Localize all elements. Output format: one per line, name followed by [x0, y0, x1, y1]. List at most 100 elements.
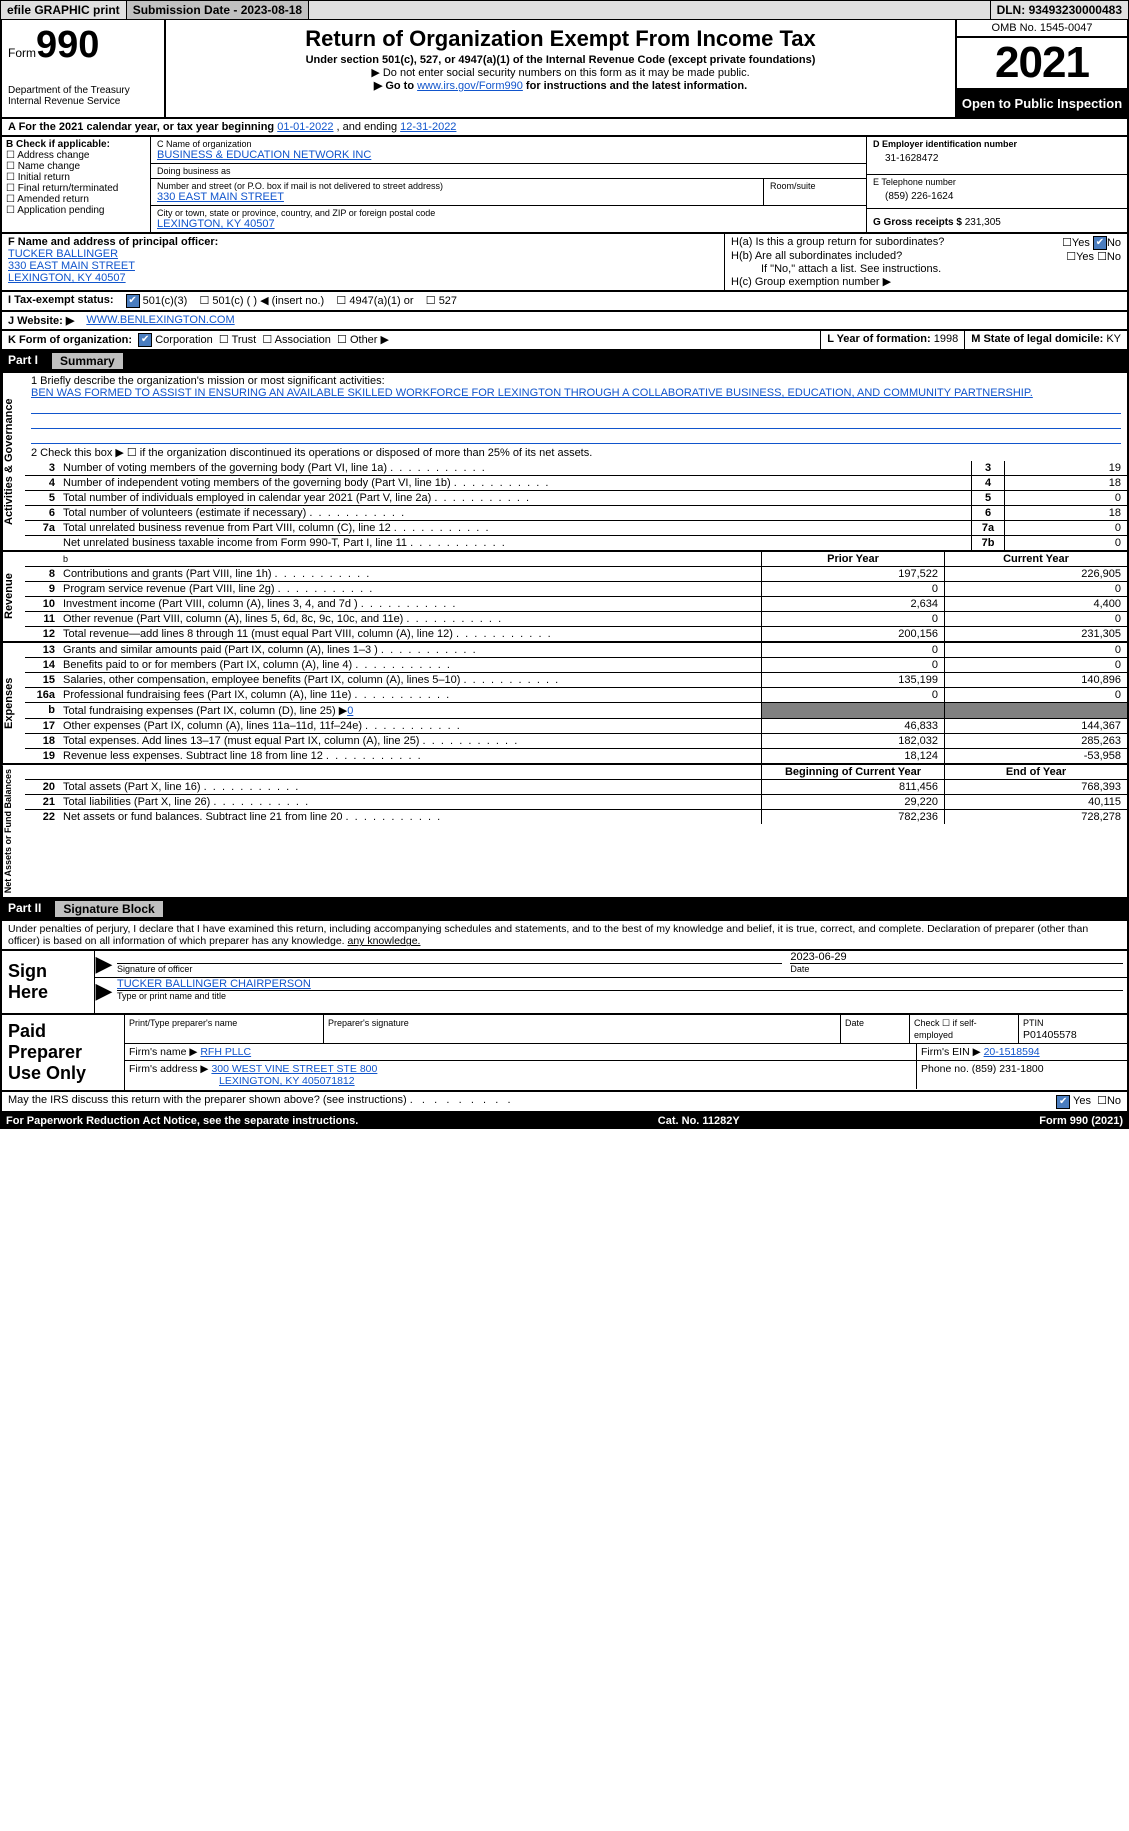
- row-j-label: J Website: ▶: [2, 312, 80, 329]
- officer-label: F Name and address of principal officer:: [8, 236, 218, 248]
- table-row: 20 Total assets (Part X, line 16) 811,45…: [25, 780, 1127, 795]
- tax-year: 2021: [957, 38, 1127, 90]
- chk-corporation[interactable]: ✔: [138, 333, 152, 347]
- dept-label: Department of the Treasury Internal Reve…: [8, 85, 158, 107]
- firm-name: RFH PLLC: [200, 1046, 251, 1058]
- year-formation: L Year of formation: 1998: [820, 331, 964, 349]
- row-a-tax-year: A For the 2021 calendar year, or tax yea…: [0, 119, 1129, 137]
- prep-h1: Print/Type preparer's name: [129, 1018, 237, 1028]
- foot-left: For Paperwork Reduction Act Notice, see …: [6, 1115, 358, 1127]
- part2-title: Signature Block: [55, 901, 162, 917]
- table-row: 21 Total liabilities (Part X, line 26) 2…: [25, 795, 1127, 810]
- chk-name-change[interactable]: Name change: [6, 161, 146, 172]
- table-row: 9 Program service revenue (Part VIII, li…: [25, 582, 1127, 597]
- prep-h4[interactable]: Check ☐ if self-employed: [914, 1018, 977, 1040]
- tel-value: (859) 226-1624: [873, 187, 1121, 206]
- dba-label: Doing business as: [157, 166, 860, 176]
- org-name-label: C Name of organization: [157, 139, 860, 149]
- table-row: Net unrelated business taxable income fr…: [25, 536, 1127, 550]
- table-row: 10 Investment income (Part VIII, column …: [25, 597, 1127, 612]
- foot-right: Form 990 (2021): [1039, 1115, 1123, 1127]
- prep-h2: Preparer's signature: [328, 1018, 409, 1028]
- table-row: 11 Other revenue (Part VIII, column (A),…: [25, 612, 1127, 627]
- dln-label: DLN:: [997, 3, 1029, 17]
- foot-mid: Cat. No. 11282Y: [658, 1115, 740, 1127]
- dln-cell: DLN: 93493230000483: [990, 1, 1128, 19]
- ha-no-checkbox[interactable]: ✔: [1093, 236, 1107, 250]
- chk-final-return[interactable]: Final return/terminated: [6, 183, 146, 194]
- form-number: Form990: [8, 24, 158, 67]
- open-to-public: Open to Public Inspection: [957, 90, 1127, 117]
- chk-address-change[interactable]: Address change: [6, 150, 146, 161]
- table-row: 15 Salaries, other compensation, employe…: [25, 673, 1127, 688]
- side-net-assets: Net Assets or Fund Balances: [2, 765, 25, 897]
- efile-label: efile GRAPHIC print: [1, 1, 127, 19]
- side-revenue: Revenue: [2, 552, 25, 641]
- gross-value: 231,305: [965, 217, 1001, 228]
- officer-addr1: 330 EAST MAIN STREET: [8, 260, 135, 272]
- ha-label: H(a) Is this a group return for subordin…: [731, 236, 1062, 250]
- paid-preparer-label: Paid Preparer Use Only: [2, 1015, 125, 1090]
- chk-amended-return[interactable]: Amended return: [6, 194, 146, 205]
- city-value: LEXINGTON, KY 40507: [157, 218, 860, 230]
- submission-date-button[interactable]: Submission Date - 2023-08-18: [127, 1, 309, 19]
- head-prior-year: Prior Year: [761, 552, 944, 566]
- chk-initial-return[interactable]: Initial return: [6, 172, 146, 183]
- table-row: 14 Benefits paid to or for members (Part…: [25, 658, 1127, 673]
- dln-value: 93493230000483: [1029, 3, 1122, 17]
- gross-label: G Gross receipts $: [873, 217, 965, 228]
- city-label: City or town, state or province, country…: [157, 208, 860, 218]
- table-row: 12 Total revenue—add lines 8 through 11 …: [25, 627, 1127, 641]
- tel-label: E Telephone number: [873, 177, 1121, 187]
- mission-q2: 2 Check this box ▶ ☐ if the organization…: [31, 446, 1121, 459]
- firm-phone-label: Phone no.: [921, 1063, 972, 1075]
- firm-addr1: 300 WEST VINE STREET STE 800: [211, 1063, 377, 1075]
- table-row: 17 Other expenses (Part IX, column (A), …: [25, 719, 1127, 734]
- chk-501c3[interactable]: ✔: [126, 294, 140, 308]
- table-row: 19 Revenue less expenses. Subtract line …: [25, 749, 1127, 763]
- subdate-value: 2023-08-18: [241, 3, 302, 17]
- hb-label: H(b) Are all subordinates included?: [731, 250, 1066, 263]
- street-value: 330 EAST MAIN STREET: [157, 191, 757, 203]
- side-expenses: Expenses: [2, 643, 25, 763]
- mission-q: 1 Briefly describe the organization's mi…: [31, 375, 1121, 387]
- head-beg-year: Beginning of Current Year: [761, 765, 944, 779]
- org-name: BUSINESS & EDUCATION NETWORK INC: [157, 149, 860, 161]
- form-note-1: Do not enter social security numbers on …: [172, 66, 949, 79]
- sig-name-label: Type or print name and title: [117, 991, 226, 1001]
- street-label: Number and street (or P.O. box if mail i…: [157, 181, 757, 191]
- prep-ptin: P01405578: [1023, 1029, 1077, 1041]
- sig-officer-label: Signature of officer: [117, 964, 192, 974]
- table-row: 18 Total expenses. Add lines 13–17 (must…: [25, 734, 1127, 749]
- sig-date-label: Date: [790, 964, 809, 974]
- form-title: Return of Organization Exempt From Incom…: [172, 26, 949, 52]
- sign-here-label: Sign Here: [2, 951, 95, 1013]
- form-note-2: Go to www.irs.gov/Form990 for instructio…: [172, 79, 949, 92]
- table-row: b Total fundraising expenses (Part IX, c…: [25, 703, 1127, 719]
- officer-addr2: LEXINGTON, KY 40507: [8, 272, 126, 284]
- discuss-yes-checkbox[interactable]: ✔: [1056, 1095, 1070, 1109]
- discuss-q: May the IRS discuss this return with the…: [8, 1094, 407, 1106]
- prep-h3: Date: [845, 1018, 864, 1028]
- firm-name-label: Firm's name ▶: [129, 1046, 200, 1058]
- signature-intro: Under penalties of perjury, I declare th…: [0, 921, 1129, 951]
- table-row: 6 Total number of volunteers (estimate i…: [25, 506, 1127, 521]
- firm-ein: 20-1518594: [984, 1046, 1040, 1058]
- form-subtitle: Under section 501(c), 527, or 4947(a)(1)…: [172, 54, 949, 66]
- table-row: 3 Number of voting members of the govern…: [25, 461, 1127, 476]
- firm-ein-label: Firm's EIN ▶: [921, 1046, 984, 1058]
- column-b-checkboxes: B Check if applicable: Address change Na…: [2, 137, 151, 232]
- head-current-year: Current Year: [944, 552, 1127, 566]
- sig-name: TUCKER BALLINGER CHAIRPERSON: [117, 978, 311, 990]
- ein-label: D Employer identification number: [873, 139, 1017, 149]
- website-value[interactable]: WWW.BENLEXINGTON.COM: [86, 314, 234, 326]
- irs-link[interactable]: www.irs.gov/Form990: [417, 80, 523, 92]
- chk-application-pending[interactable]: Application pending: [6, 205, 146, 216]
- state-domicile: M State of legal domicile: KY: [964, 331, 1127, 349]
- table-row: 7a Total unrelated business revenue from…: [25, 521, 1127, 536]
- table-row: 13 Grants and similar amounts paid (Part…: [25, 643, 1127, 658]
- table-row: 8 Contributions and grants (Part VIII, l…: [25, 567, 1127, 582]
- table-row: 16a Professional fundraising fees (Part …: [25, 688, 1127, 703]
- table-row: 22 Net assets or fund balances. Subtract…: [25, 810, 1127, 824]
- firm-addr-label: Firm's address ▶: [129, 1063, 211, 1075]
